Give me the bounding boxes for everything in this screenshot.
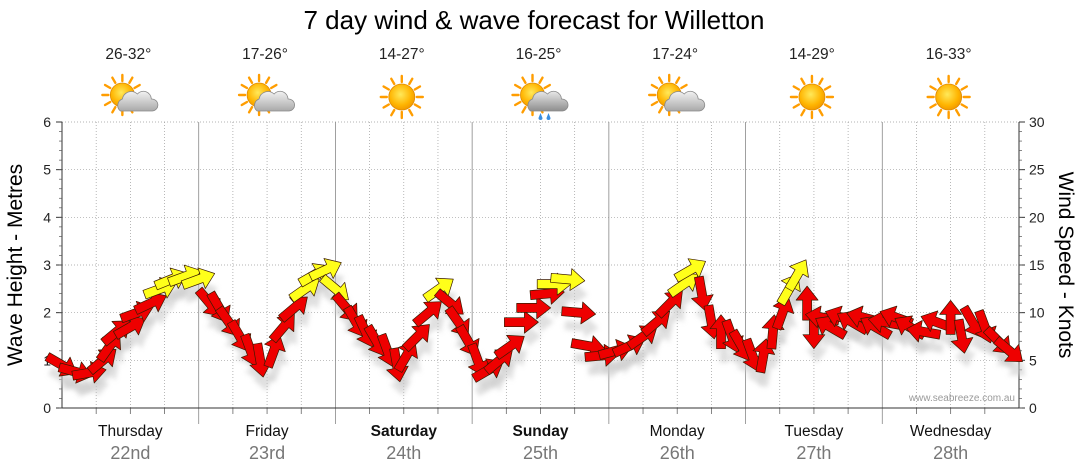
- arrow-shadow: [818, 329, 851, 354]
- wind-arrow: [673, 258, 706, 283]
- left-axis-label: Wave Height - Metres: [4, 164, 27, 366]
- sunny-icon: [926, 74, 971, 120]
- arrow-shadow: [564, 316, 599, 338]
- wind-arrow: [654, 290, 683, 319]
- wind-arrow: [784, 259, 809, 292]
- partly-cloudy-icon: [648, 73, 706, 117]
- day-name-label: Tuesday: [784, 423, 843, 440]
- temperature-label: 14-29°: [789, 46, 835, 63]
- chart-title: 7 day wind & wave forecast for Willetton: [304, 5, 765, 35]
- temperature-label: 16-25°: [516, 46, 562, 63]
- day-date-label: 25th: [523, 443, 558, 463]
- wind-arrow: [401, 324, 430, 353]
- sunny-icon: [379, 74, 424, 120]
- arrow-shadow: [90, 363, 119, 389]
- partly-cloudy-icon: [237, 73, 295, 117]
- day-date-label: 24th: [386, 443, 421, 463]
- right-tick-label: 30: [1029, 114, 1045, 130]
- arrow-shadow: [136, 305, 170, 329]
- left-tick-label: 3: [43, 257, 51, 273]
- wind-arrow: [550, 268, 586, 291]
- arrow-shadow: [198, 301, 224, 331]
- wind-arrow: [504, 310, 539, 334]
- wind-arrow: [993, 336, 1023, 363]
- day-date-label: 23rd: [249, 443, 285, 463]
- arrow-shadow: [840, 325, 873, 349]
- left-tick-label: 2: [43, 305, 51, 321]
- arrow-shadow: [643, 325, 673, 351]
- showers-icon: [511, 73, 569, 120]
- day-date-label: 28th: [933, 443, 968, 463]
- temperature-label: 17-24°: [652, 46, 698, 63]
- wind-arrow: [772, 296, 795, 331]
- right-axis-ticks: 0 5 10 15 20 25 30: [1019, 114, 1045, 416]
- left-tick-label: 0: [43, 400, 51, 416]
- wind-arrow: [263, 334, 286, 369]
- temperature-label: 26-32°: [105, 46, 151, 63]
- arrow-shadow: [397, 354, 421, 387]
- right-tick-label: 15: [1029, 257, 1045, 273]
- arrow-shadow: [496, 349, 528, 374]
- sunny-icon: [789, 74, 835, 120]
- day-name-label: Sunday: [513, 423, 569, 440]
- weather-row: 26-32° 17-26° 14-27° 16-25° 17-24° 14-29° 16-3…: [101, 46, 972, 120]
- day-name-label: Saturday: [371, 423, 438, 440]
- wind-arrow: [180, 267, 216, 290]
- day-labels: Thursday 22nd Friday 23rd Saturday 24th Sunday…: [98, 423, 992, 463]
- day-name-label: Thursday: [98, 423, 163, 440]
- wind-arrow: [950, 318, 974, 354]
- day-date-label: 26th: [660, 443, 695, 463]
- wind-arrow: [561, 301, 597, 325]
- right-tick-label: 10: [1029, 305, 1045, 321]
- wind-arrow: [308, 258, 342, 282]
- wind-arrow: [422, 277, 454, 303]
- day-name-label: Friday: [246, 423, 289, 440]
- wind-arrow: [278, 296, 308, 323]
- wind-arrows: [44, 258, 1023, 384]
- arrow-shadow: [805, 328, 828, 363]
- credit-text: www.seabreeze.com.au: [908, 393, 1015, 404]
- right-tick-label: 20: [1029, 209, 1045, 225]
- arrow-shadow: [281, 311, 311, 337]
- arrow-shadow: [291, 292, 323, 317]
- day-name-label: Wednesday: [910, 423, 992, 440]
- arrow-shadow: [486, 363, 516, 389]
- arrow-shadow: [996, 350, 1026, 376]
- wind-arrow: [268, 313, 295, 344]
- arrow-shadow: [963, 319, 987, 351]
- wind-arrow: [412, 301, 442, 328]
- partly-cloudy-icon: [101, 73, 159, 117]
- left-tick-label: 4: [43, 209, 51, 225]
- arrow-shadow: [116, 329, 149, 354]
- day-date-label: 22nd: [110, 443, 150, 463]
- temperature-label: 14-27°: [379, 46, 425, 63]
- day-name-label: Monday: [650, 423, 705, 440]
- wind-arrow: [113, 315, 146, 340]
- wind-arrow: [906, 320, 942, 343]
- left-tick-label: 6: [43, 114, 51, 130]
- arrow-shadow: [405, 338, 433, 366]
- temperature-label: 16-33°: [926, 46, 972, 63]
- day-date-label: 27th: [796, 443, 831, 463]
- wind-arrow: [516, 296, 552, 320]
- right-axis-label: Wind Speed - Knots: [1054, 172, 1077, 359]
- right-tick-label: 5: [1029, 352, 1037, 368]
- wind-arrow: [691, 275, 714, 311]
- wind-arrow: [493, 334, 525, 360]
- right-tick-label: 0: [1029, 400, 1037, 416]
- right-tick-label: 25: [1029, 162, 1045, 178]
- left-tick-label: 5: [43, 162, 51, 178]
- wind-arrow: [939, 300, 962, 335]
- temperature-label: 17-26°: [242, 46, 288, 63]
